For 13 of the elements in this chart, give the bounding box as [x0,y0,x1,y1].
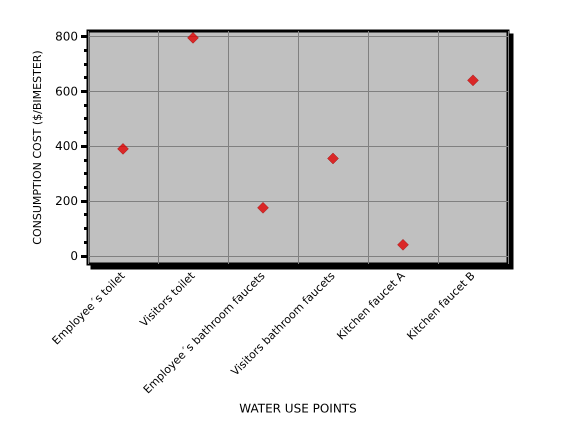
y-tick-label: 0 [70,248,78,263]
y-tick-label: 400 [55,139,78,154]
y-tick-label: 600 [55,84,78,98]
point [327,152,339,164]
y-tick-label: 800 [55,29,78,44]
y-tick-label: 200 [55,194,78,208]
point [397,239,409,251]
y-axis-title: CONSUMPTION COST ($/BIMESTER) [31,50,44,245]
x-axis-title: WATER USE POINTS [239,402,357,416]
point [467,74,479,86]
point [257,202,269,214]
point [117,143,129,155]
point [187,32,199,44]
